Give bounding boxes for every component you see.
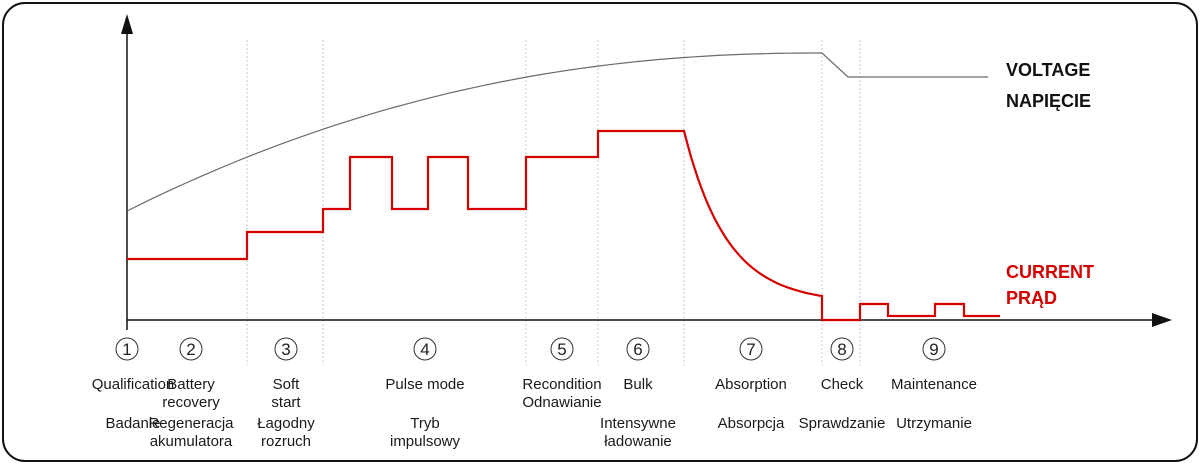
stage-label-pl: Utrzymanie [896, 415, 972, 432]
stage-number: 1 [122, 340, 131, 359]
stage-number: 3 [281, 340, 290, 359]
stage-number: 8 [837, 340, 846, 359]
stage-label-pl: akumulatora [150, 433, 233, 450]
stage-label-en: Pulse mode [385, 376, 464, 393]
stage-7: 7 Absorption Absorpcja [715, 337, 787, 432]
stage-number-circle [830, 337, 854, 361]
stage-label-en: Battery [167, 376, 215, 393]
stage-label-en: Maintenance [891, 376, 977, 393]
stage-number-circle [274, 337, 298, 361]
stage-label-pl: Regeneracja [148, 415, 234, 432]
stage-number-circle [179, 337, 203, 361]
stage-label-en: start [271, 394, 301, 411]
current-legend: CURRENT PRĄD [1006, 262, 1094, 308]
voltage-curve [126, 52, 988, 212]
stage-label-pl: ładowanie [604, 433, 672, 450]
stage-label-pl: Badanie [105, 415, 160, 432]
stage-number: 7 [746, 340, 755, 359]
stage-label-pl: Intensywne [600, 415, 676, 432]
stage-label-pl: impulsowy [390, 433, 461, 450]
stage-number: 5 [557, 340, 566, 359]
stage-label-en: recovery [162, 394, 220, 411]
stage-number: 6 [633, 340, 642, 359]
stage-number-circle [413, 337, 437, 361]
stage-8: 8 Check Sprawdzanie [799, 337, 886, 432]
stage-label-pl: rozruch [261, 433, 311, 450]
stage-dividers [246, 40, 861, 365]
stage-label-en: Qualification [92, 376, 175, 393]
voltage-label-en: VOLTAGE [1006, 60, 1090, 80]
stage-label-en: Check [821, 376, 864, 393]
current-label-pl: PRĄD [1006, 288, 1057, 308]
voltage-legend: VOLTAGE NAPIĘCIE [1006, 60, 1091, 111]
stage-label-pl: Łagodny [257, 415, 315, 432]
stage-label-en: Recondition [522, 376, 601, 393]
voltage-label-pl: NAPIĘCIE [1006, 91, 1091, 111]
stage-number: 2 [186, 340, 195, 359]
stage-label-pl: Tryb [410, 415, 439, 432]
y-axis-arrow [121, 14, 133, 34]
current-label-en: CURRENT [1006, 262, 1094, 282]
stage-number-circle [626, 337, 650, 361]
x-axis-arrow [1152, 313, 1172, 327]
stage-label-en: Soft [273, 376, 301, 393]
stage-label-pl: Sprawdzanie [799, 415, 886, 432]
stage-1: 1 Qualification Badanie [92, 337, 175, 432]
stage-label-en: Bulk [623, 376, 653, 393]
stage-label-pl: Absorpcja [718, 415, 785, 432]
stage-number-circle [115, 337, 139, 361]
stage-number-circle [550, 337, 574, 361]
stage-label-en: Absorption [715, 376, 787, 393]
stage-number-circle [739, 337, 763, 361]
current-curve [127, 129, 1000, 322]
stage-9: 9 Maintenance Utrzymanie [891, 337, 977, 432]
stage-number-circle [922, 337, 946, 361]
stage-number: 9 [929, 340, 938, 359]
stage-label-en: Odnawianie [522, 394, 601, 411]
stage-number: 4 [420, 340, 429, 359]
